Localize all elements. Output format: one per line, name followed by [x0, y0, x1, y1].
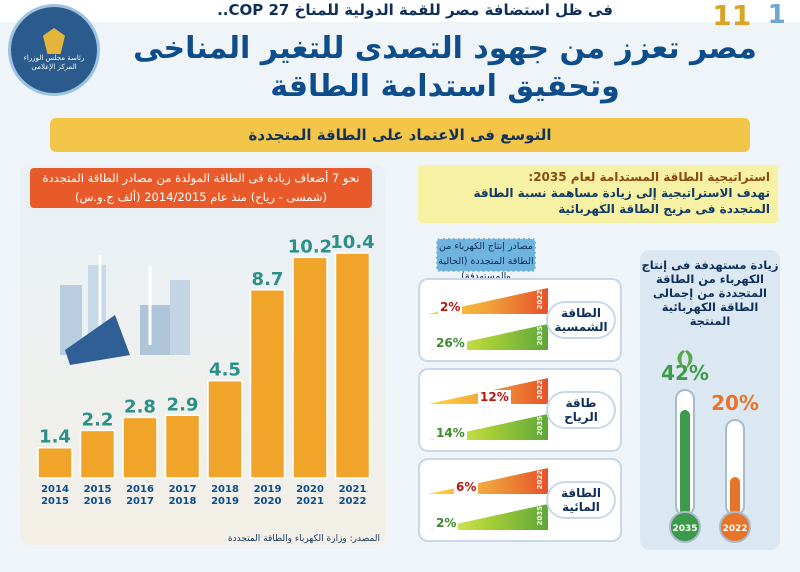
title-line-2: وتحقيق استدامة الطاقة — [270, 69, 620, 104]
strategy-body: تهدف الاستراتيجية إلى زيادة مساهمة نسبة … — [473, 186, 770, 216]
target-pct: 14% — [434, 426, 467, 440]
thermometer-year: 2035 — [672, 524, 697, 534]
bar-value-label: 10.2 — [288, 236, 332, 257]
bar-value-label: 10.4 — [330, 232, 374, 253]
page-title: مصر تعزز من جهود التصدى للتغير المناخى و… — [110, 30, 780, 106]
source-label: طاقة الرياح — [548, 370, 614, 450]
x-tick-label: 2022 — [339, 496, 367, 507]
city-illustration — [60, 255, 190, 365]
x-tick-label: 2018 — [169, 496, 197, 507]
mix-card-2: 2022 2035 6% 2% الطاقة المائية — [420, 460, 620, 540]
bar-7 — [334, 252, 371, 479]
thermometer-level — [680, 410, 690, 515]
issue-logo: 11 1 — [704, 0, 794, 32]
issue-number: 11 — [712, 0, 752, 32]
current-wedge — [428, 468, 548, 494]
x-tick-label: 2015 — [84, 484, 112, 495]
target-panel: زيادة مستهدفة فى إنتاج الكهرباء من الطاق… — [640, 250, 780, 550]
bar-value-label: 1.4 — [39, 427, 71, 448]
bar-1 — [79, 429, 116, 479]
top-line: فى ظل استضافة مصر للقمة الدولية للمناخ C… — [217, 1, 613, 19]
current-year: 2022 — [536, 380, 544, 400]
renewable-energy-bar-chart: 1.4201420152.2201520162.8201620172.92017… — [37, 232, 375, 507]
cabinet-emblem: رئاسة مجلس الوزراء المركز الإعلامى — [8, 4, 100, 96]
x-tick-label: 2016 — [84, 496, 112, 507]
bar-4 — [207, 379, 243, 479]
thermometer-pct: 42% — [661, 361, 709, 385]
x-tick-label: 2021 — [339, 484, 367, 495]
x-tick-label: 2015 — [41, 496, 69, 507]
target-pct: 26% — [434, 336, 467, 350]
bar-2 — [122, 416, 158, 479]
x-tick-label: 2016 — [126, 484, 154, 495]
current-pct: 6% — [454, 480, 479, 494]
source-label: الطاقة المائية — [548, 460, 614, 540]
x-tick-label: 2014 — [41, 484, 69, 495]
top-banner: فى ظل استضافة مصر للقمة الدولية للمناخ C… — [0, 0, 800, 22]
target-pct: 2% — [434, 516, 459, 530]
title-line-1: مصر تعزز من جهود التصدى للتغير المناخى — [133, 31, 757, 66]
emblem-line-1: رئاسة مجلس الوزراء — [23, 54, 85, 62]
x-tick-label: 2020 — [296, 484, 324, 495]
bar-value-label: 8.7 — [252, 269, 284, 290]
current-pct: 2% — [438, 300, 463, 314]
mix-card-0: 2022 2035 2% 26% الطاقة الشمسية — [420, 280, 620, 360]
section-subtitle: التوسع فى الاعتماد على الطاقة المتجددة — [50, 118, 750, 152]
source-note: المصدر: وزارة الكهرباء والطاقة المتجددة — [227, 534, 380, 544]
current-year: 2022 — [536, 290, 544, 310]
issue-number-2: 1 — [767, 0, 786, 30]
x-tick-label: 2019 — [254, 484, 282, 495]
target-text: زيادة مستهدفة فى إنتاج الكهرباء من الطاق… — [641, 258, 779, 328]
bar-value-label: 4.5 — [209, 360, 241, 381]
bar-3 — [164, 414, 201, 479]
thermometer-bulb — [669, 511, 701, 543]
current-year: 2022 — [536, 470, 544, 490]
thermometer-bulb — [719, 511, 751, 543]
bar-value-label: 2.2 — [82, 409, 114, 430]
mix-card-1: 2022 2035 12% 14% طاقة الرياح — [420, 370, 620, 450]
eagle-icon — [43, 28, 65, 54]
leaf-icon — [677, 350, 693, 370]
source-label: الطاقة الشمسية — [548, 280, 614, 360]
mix-heading: مصادر إنتاج الكهرباء من الطاقة المتجددة … — [436, 238, 536, 282]
x-tick-label: 2019 — [211, 496, 239, 507]
bar-6 — [292, 256, 328, 479]
target-year: 2035 — [536, 416, 544, 436]
strategy-heading: استراتيجية الطاقة المستدامة لعام 2035: — [528, 170, 770, 184]
bar-value-label: 2.9 — [167, 394, 199, 415]
thermometer-level — [730, 477, 740, 515]
chart-title: نحو 7 أضعاف زيادة فى الطاقة المولدة من م… — [30, 168, 372, 208]
current-pct: 12% — [478, 390, 511, 404]
x-tick-label: 2020 — [254, 496, 282, 507]
x-tick-label: 2018 — [211, 484, 239, 495]
thermometer-graphic: 2035 42% 2022 20% — [661, 350, 759, 543]
bar-value-label: 2.8 — [124, 396, 156, 417]
target-year: 2035 — [536, 506, 544, 526]
bar-5 — [249, 289, 286, 479]
x-tick-label: 2017 — [126, 496, 154, 507]
bar-0 — [37, 446, 73, 479]
strategy-box: استراتيجية الطاقة المستدامة لعام 2035: ت… — [418, 165, 778, 223]
thermometer-pct: 20% — [711, 391, 759, 415]
thermometer-year: 2022 — [722, 524, 747, 534]
x-tick-label: 2021 — [296, 496, 324, 507]
target-year: 2035 — [536, 326, 544, 346]
x-tick-label: 2017 — [169, 484, 197, 495]
emblem-line-2: المركز الإعلامى — [31, 63, 77, 71]
